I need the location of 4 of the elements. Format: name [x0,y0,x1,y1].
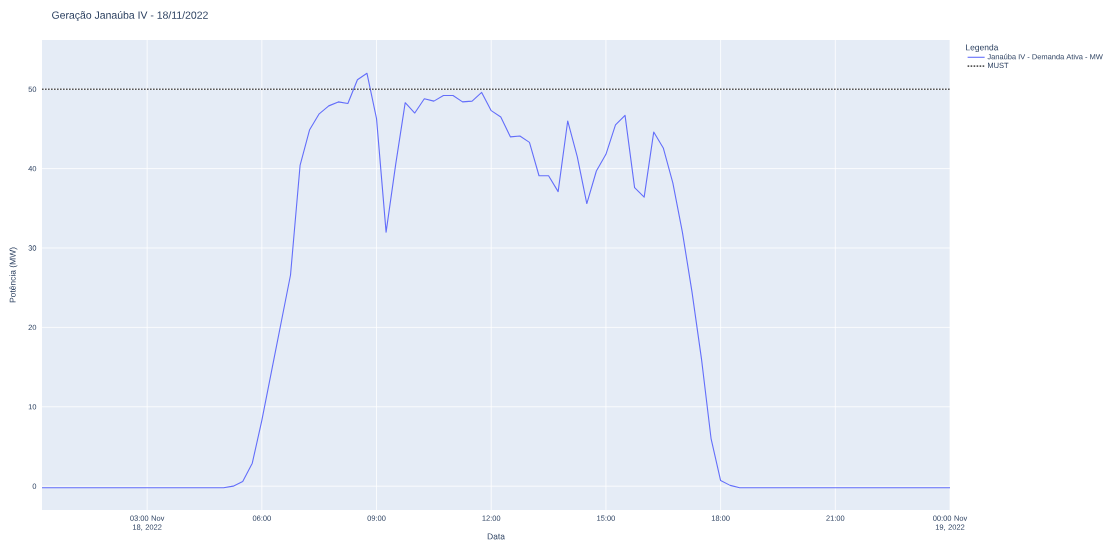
x-axis-title: Data [487,533,505,540]
chart-title: Geração Janaúba IV - 18/11/2022 [52,11,208,21]
y-axis-title: Potência (MW) [9,247,18,303]
legend-title: Legenda [966,44,999,53]
